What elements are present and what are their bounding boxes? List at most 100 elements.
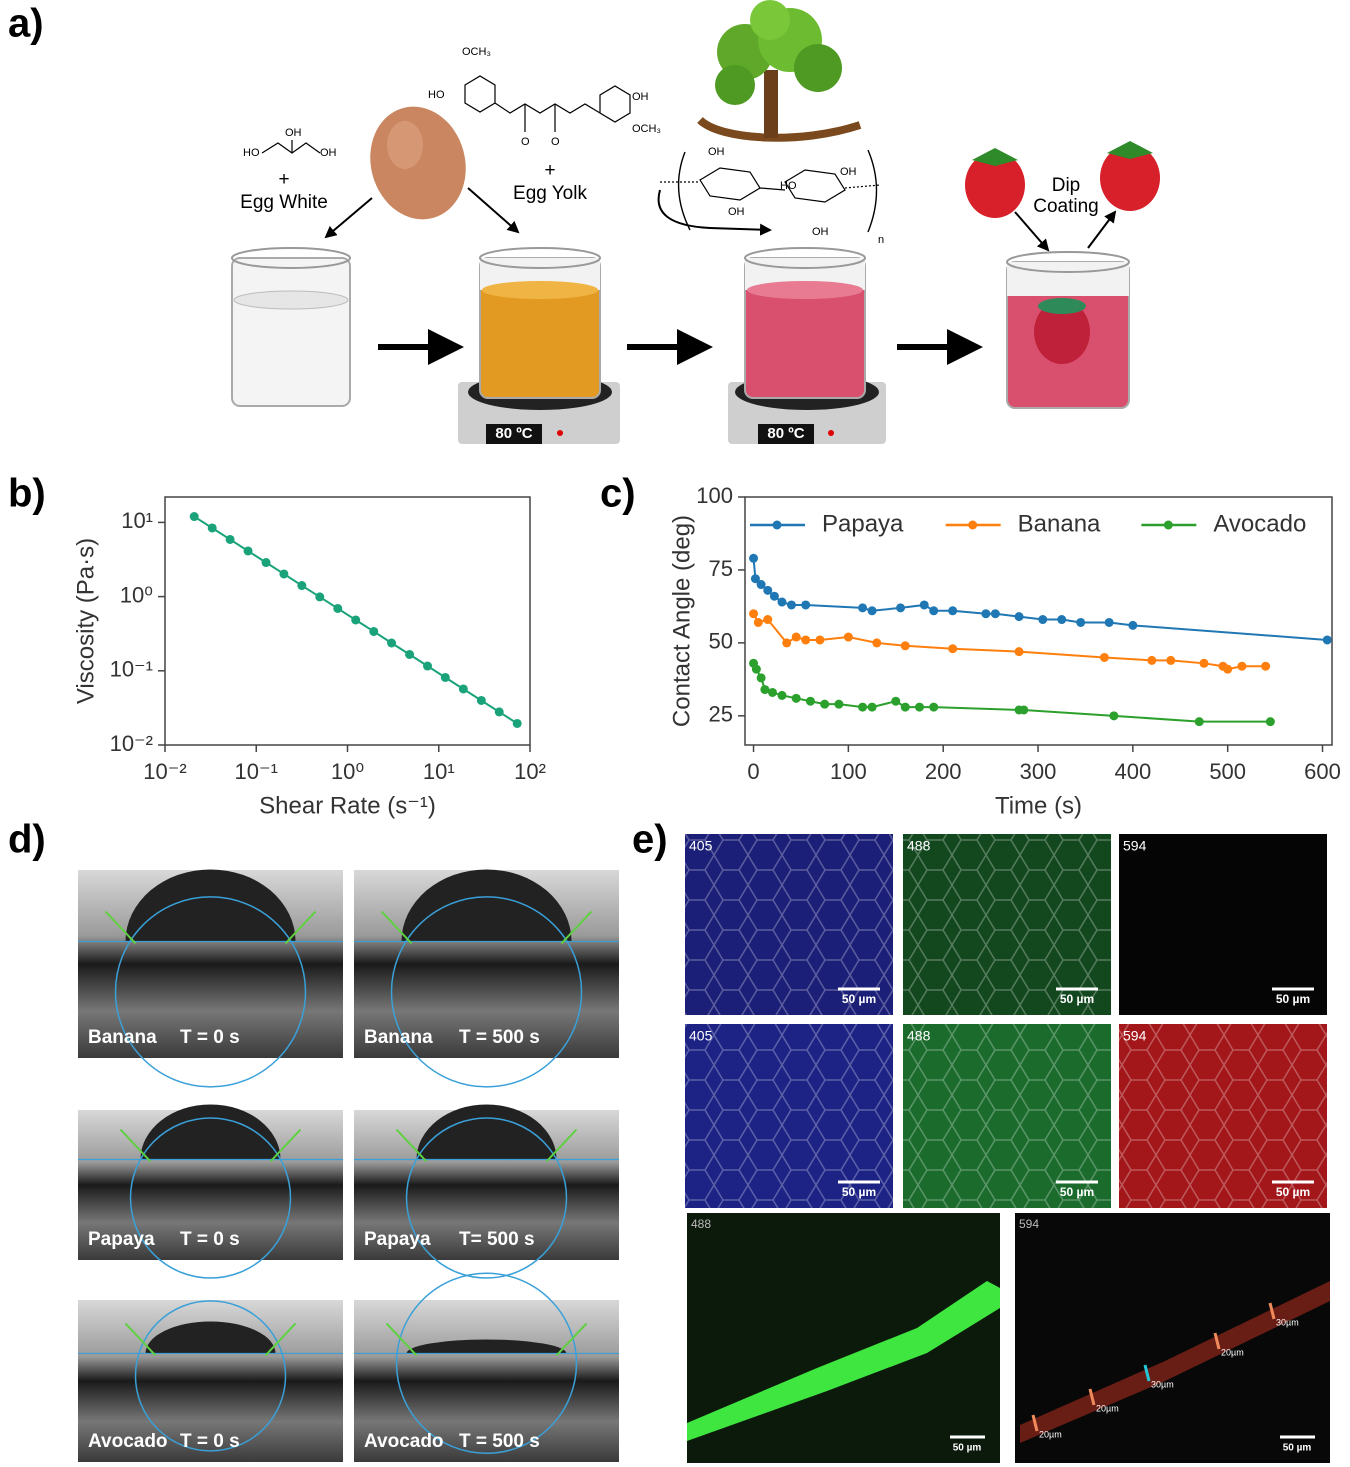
x-tick-label: 600 <box>1304 759 1341 784</box>
x-tick-label: 10² <box>514 759 546 784</box>
data-point <box>834 699 844 709</box>
y-tick-label: 10⁻² <box>110 731 153 756</box>
photo-label: Papaya <box>88 1229 155 1250</box>
panel-label: a) <box>8 2 44 46</box>
data-point <box>751 664 761 674</box>
tangent <box>264 1322 297 1357</box>
data-point <box>801 600 811 610</box>
data-point <box>1322 635 1332 645</box>
data-point <box>1019 705 1029 715</box>
micrograph-bg <box>1119 834 1327 1015</box>
data-point <box>1014 612 1024 622</box>
x-tick-label: 300 <box>1020 759 1057 784</box>
tangent <box>284 910 317 945</box>
data-point <box>777 690 787 700</box>
data-point <box>843 632 853 642</box>
scale-label: 50 µm <box>842 1185 876 1199</box>
fit-circle <box>405 1117 568 1279</box>
data-point <box>423 661 433 671</box>
photos: Banana T = 0 s Banana T = 500 s Papaya T = 0 … <box>78 834 1330 1463</box>
chem-label: OH <box>320 147 337 159</box>
data-point <box>1261 661 1271 671</box>
tangent <box>104 910 137 945</box>
x-tick-label: 10¹ <box>423 759 455 784</box>
measure-bar <box>1031 1414 1039 1432</box>
photo-label: T = 500 s <box>459 1431 540 1452</box>
data-point <box>1265 717 1275 727</box>
scheme-label: Egg White <box>240 192 328 213</box>
chem-label: OH <box>840 166 857 178</box>
droplet <box>145 1321 276 1354</box>
data-point <box>749 609 759 619</box>
panel-label: c) <box>600 472 636 516</box>
chem-label: HO <box>780 180 797 192</box>
plot-frame <box>164 496 531 746</box>
chem-label: O <box>551 136 560 148</box>
tangent <box>545 1128 578 1163</box>
channel-label: 594 <box>1123 1028 1147 1044</box>
photo-label: Banana <box>364 1027 433 1048</box>
charts: 10⁻² 10⁻¹ 10⁰ 10¹ 10² 10⁻² 10⁻¹ 10⁰ 10¹ Shear Rat… <box>72 483 1341 820</box>
data-point <box>769 591 779 601</box>
y-tick-label: 25 <box>709 702 733 727</box>
temperature-label: 80 ºC <box>767 425 804 442</box>
scale-label: 50 µm <box>1060 992 1094 1006</box>
x-tick-label: 10⁰ <box>331 759 364 784</box>
data-point <box>768 687 778 697</box>
tangent <box>119 1128 152 1163</box>
cell-texture <box>903 834 1111 1015</box>
micrograph-bg <box>1015 1213 1330 1463</box>
scheme-label: Egg Yolk <box>513 183 587 204</box>
data-point <box>512 718 522 728</box>
data-point <box>858 603 868 613</box>
channel-label: 405 <box>689 1028 713 1044</box>
legend-swatch <box>968 520 978 530</box>
x-tick-label: 10⁻¹ <box>235 759 278 784</box>
x-tick-label: 10⁻² <box>143 759 186 784</box>
data-point <box>458 684 468 694</box>
scale-label: 50 µm <box>842 992 876 1006</box>
micrograph-bg <box>687 1213 1000 1463</box>
data-point <box>243 546 253 556</box>
fit-circle <box>114 896 307 1088</box>
data-point <box>786 600 796 610</box>
data-point <box>1128 620 1138 630</box>
scale-label: 50 µm <box>953 1443 982 1454</box>
measure-label: 20µm <box>1221 1347 1244 1357</box>
channel-label: 594 <box>1019 1217 1039 1231</box>
data-point <box>858 702 868 712</box>
temperature-label: 80 ºC <box>495 425 532 442</box>
channel-label: 488 <box>907 1028 931 1044</box>
data-point <box>351 615 361 625</box>
coating-layer <box>687 1281 1000 1441</box>
droplet <box>401 869 572 942</box>
measure-bar <box>1143 1364 1151 1382</box>
y-tick-label: 10⁰ <box>120 582 153 607</box>
photo-label: Banana <box>88 1027 157 1048</box>
data-point <box>494 707 504 717</box>
data-point <box>1038 615 1048 625</box>
y-tick-label: 10¹ <box>121 508 153 533</box>
panel-label: e) <box>632 818 668 862</box>
cell-texture <box>685 834 893 1015</box>
data-point <box>948 644 958 654</box>
droplet <box>125 869 296 942</box>
data-point <box>763 585 773 595</box>
data-point <box>315 592 325 602</box>
measure-bar <box>1213 1332 1221 1350</box>
chem-label: HO <box>243 147 260 159</box>
micrograph: 405 50 µm <box>685 1024 893 1208</box>
photo-label: T = 0 s <box>180 1027 240 1048</box>
cell-texture <box>903 1024 1111 1208</box>
measure-label: 20µm <box>1039 1429 1062 1439</box>
legend-label: Papaya <box>822 510 904 537</box>
data-point <box>753 617 763 627</box>
data-point <box>1104 617 1114 627</box>
plus: + <box>544 160 555 181</box>
contact-photo: Banana T = 0 s <box>78 869 343 1088</box>
channel-label: 405 <box>689 838 713 854</box>
data-point <box>791 632 801 642</box>
data-point <box>981 609 991 619</box>
data-point <box>1199 658 1209 668</box>
data-point <box>820 699 830 709</box>
